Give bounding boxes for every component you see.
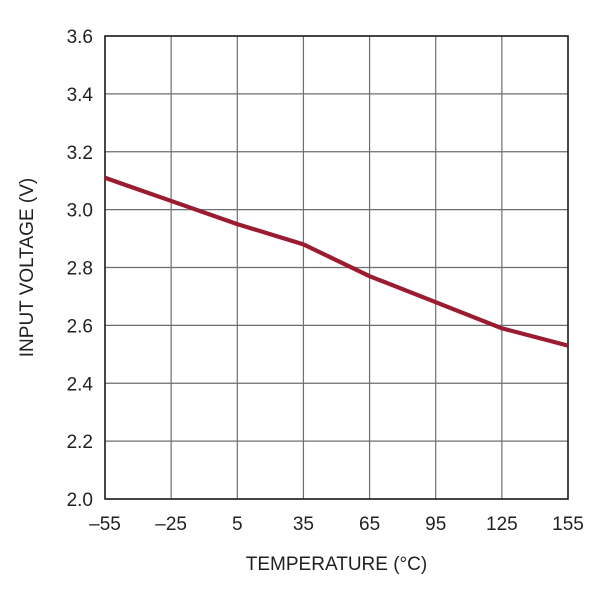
x-tick-label: 35: [293, 514, 314, 535]
x-tick-label: 125: [486, 514, 518, 535]
y-tick-label: 3.2: [67, 143, 93, 164]
y-tick-label: 2.2: [67, 432, 93, 453]
y-tick-label: 2.8: [67, 259, 93, 280]
x-tick-label: 95: [425, 514, 446, 535]
series-layer: [104, 175, 569, 348]
x-axis-title: TEMPERATURE (°C): [246, 554, 427, 575]
x-tick-label: 65: [359, 514, 380, 535]
y-tick-label: 2.4: [67, 374, 94, 395]
x-tick-label: 155: [552, 514, 584, 535]
x-tick-label: –55: [89, 514, 121, 535]
x-tick-label: –25: [155, 514, 187, 535]
y-tick-label: 3.4: [67, 85, 94, 106]
y-tick-label: 3.6: [67, 27, 93, 48]
grid: [104, 35, 569, 500]
plot-frame: [104, 35, 569, 500]
x-tick-labels: –55 –25 5 35 65 95 125 155: [89, 514, 584, 535]
x-tick-label: 5: [232, 514, 243, 535]
y-tick-label: 2.0: [67, 490, 93, 511]
y-axis-title: INPUT VOLTAGE (V): [17, 178, 38, 357]
series-line: [104, 175, 569, 348]
y-tick-labels: 2.0 2.2 2.4 2.6 2.8 3.0 3.2 3.4 3.6: [67, 27, 94, 511]
y-tick-label: 3.0: [67, 201, 93, 222]
y-tick-label: 2.6: [67, 316, 93, 337]
